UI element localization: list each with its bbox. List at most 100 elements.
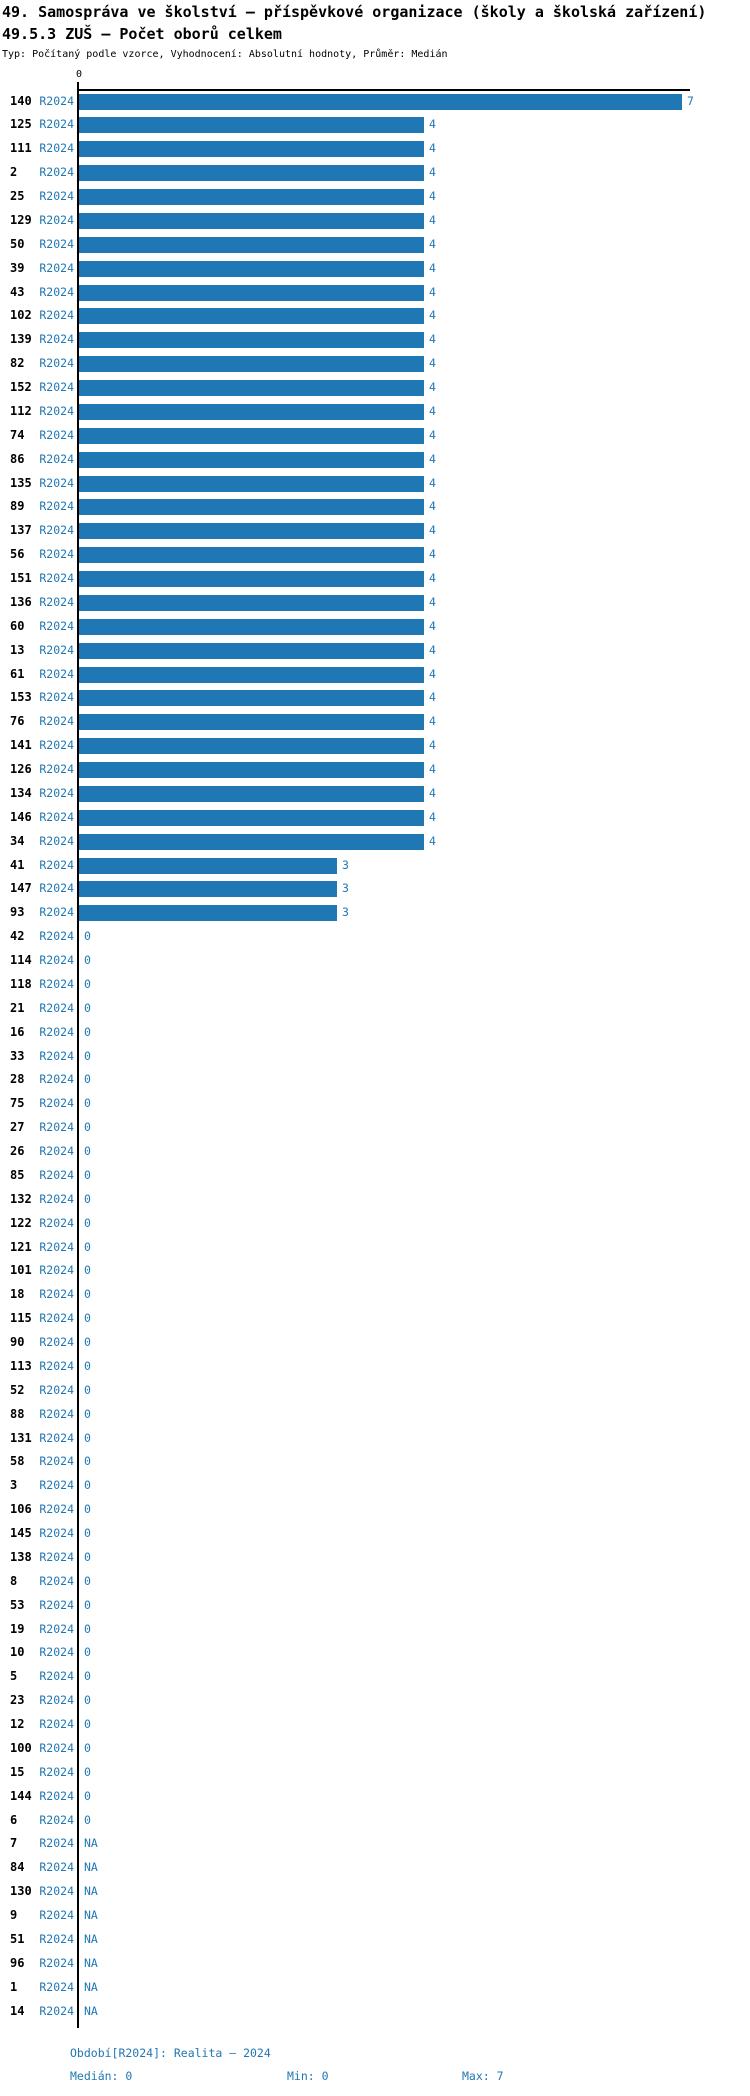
chart-row: 27 R2024 0	[0, 1116, 750, 1140]
row-category-label: 27	[10, 1120, 25, 1135]
chart-row: 93 R2024 3	[0, 901, 750, 925]
row-category-label: 50	[10, 236, 25, 251]
row-series-label: R2024	[39, 451, 74, 466]
row-series-label: R2024	[39, 857, 74, 872]
chart-row: 21 R2024 0	[0, 997, 750, 1021]
row-series-label: R2024	[39, 1549, 74, 1564]
row-value-label: 0	[84, 1549, 91, 1564]
row-value-label: 0	[84, 1478, 91, 1493]
page-subtitle: 49.5.3 ZUŠ – Počet oborů celkem	[2, 25, 282, 43]
row-category-label: 5	[10, 1669, 18, 1684]
row-value-label: 4	[429, 380, 436, 394]
row-value-label: 4	[429, 117, 436, 132]
row-bar	[79, 523, 424, 540]
row-category-label: 113	[10, 1358, 32, 1373]
row-category-label: 60	[10, 618, 25, 633]
x-axis-line	[77, 89, 690, 91]
chart-row: 122 R2024 0	[0, 1212, 750, 1236]
row-category-label: 85	[10, 1167, 25, 1182]
row-value-label: 0	[84, 1454, 91, 1469]
row-category-label: 130	[10, 1884, 32, 1899]
row-value-label: 0	[84, 1263, 91, 1278]
chart-row: 147 R2024 3	[0, 877, 750, 901]
row-series-label: R2024	[39, 1812, 74, 1827]
row-value-label: 0	[84, 1024, 91, 1039]
row-bar	[79, 141, 424, 158]
row-value-label: 4	[429, 833, 436, 848]
row-value-label: 4	[429, 141, 436, 156]
row-category-label: 53	[10, 1597, 25, 1612]
chart-row: 5 R2024 0	[0, 1665, 750, 1689]
chart-row: 43 R2024 4	[0, 281, 750, 305]
row-bar	[79, 380, 424, 396]
row-value-label: 7	[687, 93, 694, 108]
row-value-label: 0	[84, 1645, 91, 1660]
chart-row: 14 R2024 NA	[0, 2000, 750, 2024]
row-value-label: 0	[84, 1740, 91, 1755]
row-series-label: R2024	[39, 1096, 74, 1111]
row-bar	[79, 618, 424, 635]
footer-min-stat: Min: 0	[287, 2069, 329, 2083]
row-series-label: R2024	[39, 1358, 74, 1373]
row-series-label: R2024	[39, 1478, 74, 1493]
row-series-label: R2024	[39, 236, 74, 251]
row-category-label: 114	[10, 953, 32, 967]
row-bar	[79, 93, 682, 110]
row-category-label: 106	[10, 1502, 32, 1517]
row-category-label: 111	[10, 141, 32, 156]
row-value-label: 4	[429, 785, 436, 800]
row-series-label: R2024	[39, 1024, 74, 1039]
chart-row: 1 R2024 NA	[0, 1976, 750, 2000]
row-category-label: 122	[10, 1215, 32, 1230]
row-category-label: 25	[10, 189, 25, 203]
row-value-label: 4	[429, 738, 436, 753]
row-series-label: R2024	[39, 1931, 74, 1946]
chart-row: 25 R2024 4	[0, 185, 750, 209]
row-category-label: 90	[10, 1335, 25, 1349]
chart-row: 153 R2024 4	[0, 686, 750, 710]
row-value-label: 0	[84, 1573, 91, 1588]
row-bar	[79, 236, 424, 253]
row-series-label: R2024	[39, 403, 74, 418]
row-value-label: NA	[84, 1955, 98, 1970]
row-category-label: 144	[10, 1788, 32, 1803]
row-value-label: 4	[429, 284, 436, 299]
row-value-label: 0	[84, 1717, 91, 1731]
row-series-label: R2024	[39, 93, 74, 108]
chart-row: 88 R2024 0	[0, 1403, 750, 1427]
chart-row: 74 R2024 4	[0, 424, 750, 448]
row-series-label: R2024	[39, 1884, 74, 1899]
row-value-label: 0	[84, 1239, 91, 1254]
row-value-label: NA	[84, 2003, 98, 2018]
row-category-label: 15	[10, 1764, 25, 1779]
row-category-label: 146	[10, 809, 32, 824]
bar-chart: 140 R2024 7 125 R2024 4 111 R2024 4 2 R2024 4 25 R202…	[0, 90, 750, 2024]
chart-row: 51 R2024 NA	[0, 1928, 750, 1952]
row-bar	[79, 308, 424, 325]
row-series-label: R2024	[39, 523, 74, 538]
chart-row: 9 R2024 NA	[0, 1904, 750, 1928]
row-bar	[79, 499, 424, 516]
row-category-label: 129	[10, 212, 32, 227]
chart-row: 101 R2024 0	[0, 1259, 750, 1283]
row-value-label: 4	[429, 260, 436, 275]
row-category-label: 96	[10, 1955, 25, 1970]
row-series-label: R2024	[39, 1979, 74, 1994]
row-category-label: 76	[10, 714, 25, 729]
row-series-label: R2024	[39, 1908, 74, 1922]
row-bar	[79, 833, 424, 850]
chart-row: 50 R2024 4	[0, 233, 750, 257]
chart-row: 19 R2024 0	[0, 1618, 750, 1642]
row-bar	[79, 403, 424, 420]
row-series-label: R2024	[39, 1263, 74, 1278]
row-value-label: NA	[84, 1836, 98, 1851]
row-value-label: 3	[342, 857, 349, 872]
row-value-label: 0	[84, 1502, 91, 1517]
row-value-label: 4	[429, 403, 436, 418]
row-category-label: 52	[10, 1382, 25, 1397]
row-category-label: 121	[10, 1239, 32, 1254]
row-series-label: R2024	[39, 1167, 74, 1182]
row-bar	[79, 117, 424, 134]
row-category-label: 141	[10, 738, 32, 753]
